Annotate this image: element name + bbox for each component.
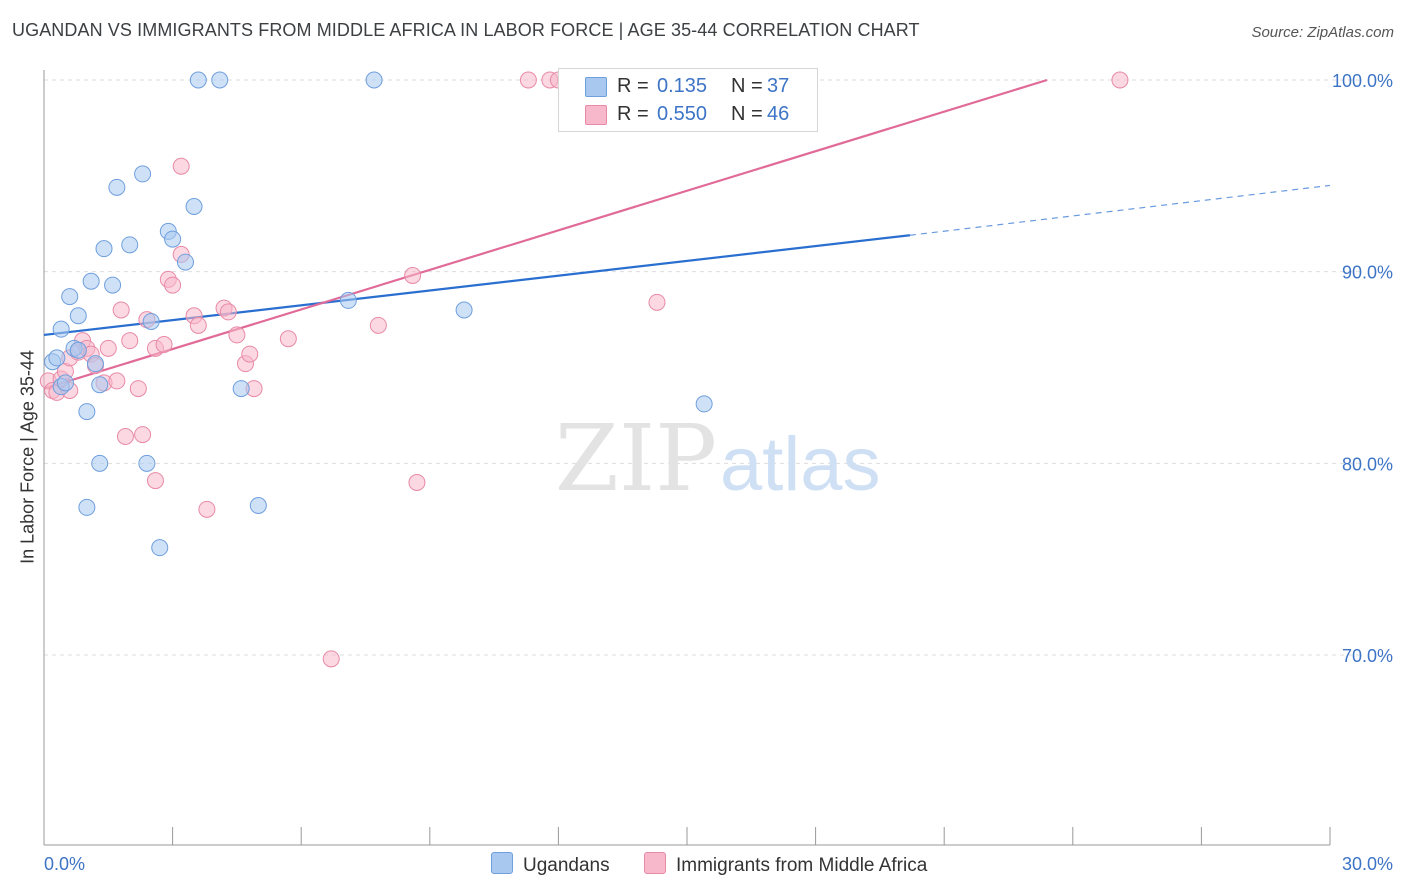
immigrants-point [369,316,387,334]
ugandans-point [185,198,203,215]
ugandans-point [249,497,267,514]
legend-swatch-immigrants [644,852,666,874]
immigrants-point [134,426,152,444]
immigrants-point [198,500,216,518]
ugandans-point [232,380,250,398]
immigrants-point [99,339,117,357]
ugandans-point [176,253,194,271]
n-value: 46 [767,103,790,125]
ugandans-point [86,355,104,373]
y-tick-label: 100.0% [1332,71,1393,91]
immigrants-point [112,301,130,319]
ugandans-point [95,240,113,258]
immigrants-point [648,293,666,311]
immigrants-point [279,330,297,348]
ugandans-point [138,454,156,472]
watermark-atlas: atlas [720,422,881,507]
ugandans-point [56,374,74,392]
x-tick-label: 30.0% [1342,854,1393,874]
ugandans-point [365,71,383,89]
y-tick-label: 70.0% [1342,646,1393,666]
ugandans-point [211,71,229,89]
legend-label-ugandans: Ugandans [523,855,610,876]
immigrants-point [219,303,237,321]
immigrants-point [228,326,246,344]
immigrants-point [108,372,126,390]
immigrants-point [155,336,173,353]
ugandans-point [52,320,70,338]
immigrants-swatch [585,105,607,125]
ugandans-point [82,272,100,290]
y-tick-label: 80.0% [1342,454,1393,474]
ugandans-point [91,454,109,472]
immigrants-point [172,157,190,175]
ugandans-point [151,539,169,557]
ugandans-point [164,230,182,248]
chart-title: UGANDAN VS IMMIGRANTS FROM MIDDLE AFRICA… [12,20,920,40]
legend-swatch-ugandans [491,852,513,874]
watermark: ZIP atlas [555,405,881,512]
immigrants-point [241,345,259,363]
stats-legend: R = 0.135 N = 37 R = 0.550 N = 46 [558,68,818,132]
legend-item-ugandans: Ugandans [491,852,610,877]
immigrants-trend-line [43,78,1048,390]
x-tick-label: 0.0% [44,854,85,874]
ugandans-point [61,288,79,306]
ugandans-point [48,349,66,367]
immigrants-point [1111,71,1129,89]
immigrants-point [116,428,134,445]
n-value: 37 [767,75,790,97]
n-label: N = [731,75,763,97]
n-label: N = [731,103,763,125]
r-value: 0.135 [657,75,708,97]
immigrants-point [189,316,207,334]
immigrants-point [519,71,537,89]
axes [43,70,1331,846]
ugandans-point [104,276,122,294]
immigrants-point [129,380,147,398]
immigrants-point [164,276,182,294]
immigrants-point [121,332,139,350]
immigrants-point [404,267,422,284]
y-tick-label: 90.0% [1342,263,1393,283]
immigrants-point [146,472,164,490]
legend-label-immigrants: Immigrants from Middle Africa [676,855,928,876]
stats-legend-row-immigrants: R = 0.550 N = 46 [559,100,817,128]
ugandans-point [78,403,96,421]
ugandans-point [69,307,87,325]
r-value: 0.550 [657,103,708,125]
ugandans-trend-extension [909,184,1331,236]
r-label: R = [617,103,649,125]
ugandans-point [108,178,126,196]
y-axis-label: In Labor Force | Age 35-44 [17,350,38,564]
legend-item-immigrants: Immigrants from Middle Africa [644,852,927,877]
ugandans-point [121,236,139,254]
ugandans-point [695,395,713,413]
ugandans-point [189,71,207,89]
immigrants-point [408,474,426,491]
ugandans-point [142,313,160,330]
ugandans-point [78,498,96,516]
source-credit: Source: ZipAtlas.com [1251,24,1394,41]
r-label: R = [617,75,649,97]
immigrants-point [322,650,340,668]
ugandans-point [455,301,473,319]
data-points [39,71,1129,668]
stats-legend-row-ugandans: R = 0.135 N = 37 [559,72,817,100]
series-legend: Ugandans Immigrants from Middle Africa [0,852,1406,876]
ugandans-point [69,341,87,359]
tick-labels: 100.0% 90.0% 80.0% 70.0% 0.0% 30.0% [44,71,1393,874]
ugandans-swatch [585,77,607,97]
ugandans-point [91,376,109,394]
ugandans-point [339,291,357,309]
ugandans-point [134,165,152,183]
watermark-zip: ZIP [555,405,717,512]
